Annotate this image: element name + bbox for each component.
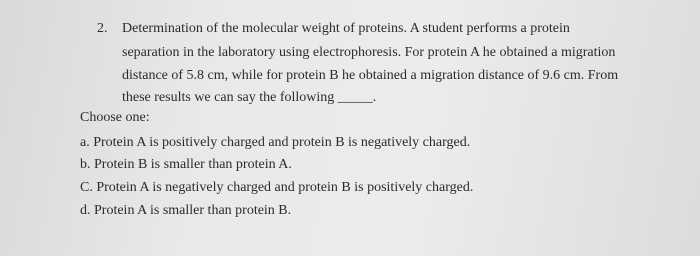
option[interactable]: b. Protein B is smaller than protein A. — [80, 157, 292, 172]
choose-prompt: Choose one: — [80, 110, 150, 125]
question-line: separation in the laboratory using elect… — [122, 45, 616, 60]
question-line: Determination of the molecular weight of… — [122, 21, 570, 36]
option[interactable]: C. Protein A is negatively charged and p… — [80, 180, 474, 195]
option[interactable]: a. Protein A is positively charged and p… — [80, 135, 471, 150]
question-line: these results we can say the following _… — [122, 90, 377, 105]
question-line: distance of 5.8 cm, while for protein B … — [122, 68, 619, 83]
option[interactable]: d. Protein A is smaller than protein B. — [80, 203, 292, 218]
question-number: 2. — [97, 21, 108, 36]
